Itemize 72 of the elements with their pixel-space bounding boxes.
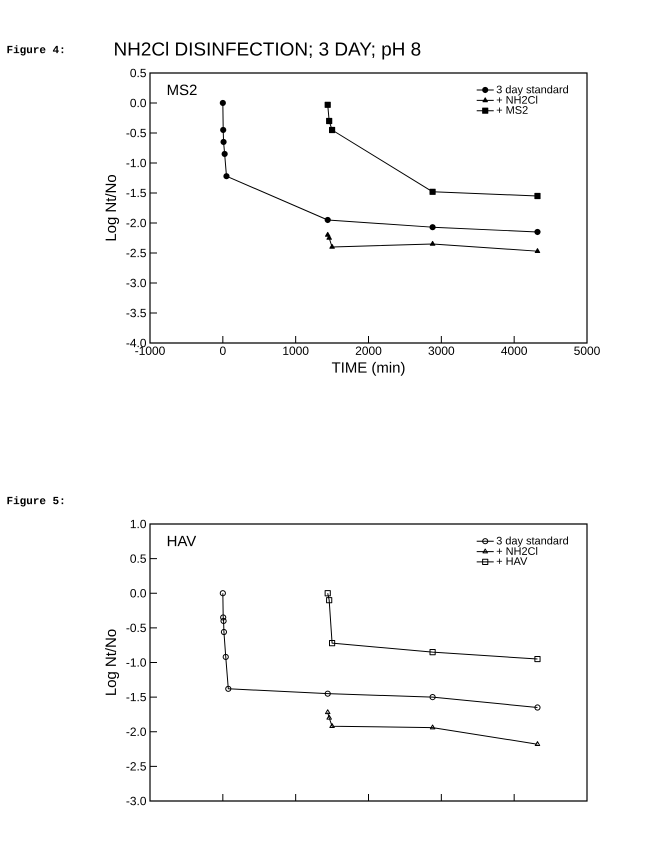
- y-tick-label: -3.0: [126, 278, 146, 288]
- legend-label: 3 day standard: [496, 85, 568, 96]
- point: [324, 216, 331, 224]
- y-tick-label: -3.5: [126, 308, 146, 318]
- point: [430, 649, 436, 656]
- point: [220, 126, 226, 134]
- point: [324, 690, 331, 697]
- point: [223, 173, 230, 180]
- y-tick-label: 1.0: [130, 520, 146, 528]
- y-tick-label: -2.5: [126, 762, 146, 771]
- legend-label: + NH2Cl: [496, 96, 538, 104]
- chart-title: NH2Cl DISINFECTION; 3 DAY; pH 8: [115, 42, 420, 60]
- x-tick-label: 4000: [501, 346, 527, 355]
- x-tick-label: -1000: [135, 346, 165, 355]
- x-tick-label: 5000: [574, 346, 600, 355]
- point: [430, 188, 436, 195]
- x-axis-title: TIME (min): [332, 362, 404, 376]
- point: [326, 597, 332, 604]
- point: [329, 244, 335, 249]
- y-tick-label: -3.0: [126, 796, 146, 806]
- y-tick-label: -1.5: [126, 188, 146, 198]
- x-tick-label: 1000: [283, 346, 308, 355]
- y-tick-label: -2.0: [126, 728, 146, 736]
- caption: Figure 4:: [7, 45, 64, 56]
- point: [328, 640, 336, 646]
- point: [534, 248, 540, 253]
- x-tick-label: 2000: [356, 346, 382, 355]
- point: [220, 614, 226, 621]
- point: [430, 724, 436, 730]
- x-tick-label: 0: [220, 346, 226, 355]
- y-tick-label: -1.0: [126, 658, 146, 667]
- point: [222, 654, 229, 660]
- point: [534, 228, 541, 236]
- annotation: HAV: [168, 536, 196, 546]
- y-tick-label: 0.0: [130, 98, 146, 108]
- y-tick-label: -1.0: [126, 158, 146, 168]
- legend-label: 3 day standard: [496, 536, 568, 547]
- caption: Figure 5:: [7, 496, 64, 506]
- point: [222, 150, 228, 158]
- y-tick-label: 0.5: [130, 68, 146, 78]
- point: [329, 723, 335, 728]
- point: [326, 118, 332, 124]
- y-axis-title: Log Nt/No: [105, 174, 120, 240]
- legend-label: + NH2Cl: [496, 546, 538, 555]
- point: [220, 100, 226, 106]
- annotation: MS2: [168, 84, 197, 96]
- point: [430, 224, 436, 230]
- legend-label: + MS2: [496, 106, 528, 114]
- point: [328, 126, 336, 134]
- point: [534, 656, 541, 662]
- point: [220, 138, 227, 146]
- point: [534, 192, 541, 200]
- point: [326, 714, 332, 720]
- point: [430, 240, 436, 246]
- y-tick-label: -1.5: [126, 692, 146, 702]
- y-tick-label: -4.0: [126, 338, 146, 348]
- y-tick-label: 0.5: [130, 554, 146, 563]
- y-tick-label: -2.0: [126, 218, 146, 228]
- point: [324, 590, 331, 596]
- point: [220, 618, 227, 624]
- point: [225, 686, 232, 692]
- legend-label: + HAV: [496, 557, 528, 565]
- point: [220, 628, 228, 636]
- point: [326, 234, 332, 240]
- x-tick-label: 3000: [428, 346, 454, 355]
- y-tick-label: 0.0: [130, 589, 146, 598]
- y-tick-label: -0.5: [126, 128, 146, 138]
- y-axis-title: Log Nt/No: [105, 629, 120, 695]
- point: [324, 102, 331, 108]
- point: [430, 694, 436, 700]
- y-tick-label: -0.5: [126, 624, 146, 632]
- y-tick-label: -2.5: [126, 248, 146, 258]
